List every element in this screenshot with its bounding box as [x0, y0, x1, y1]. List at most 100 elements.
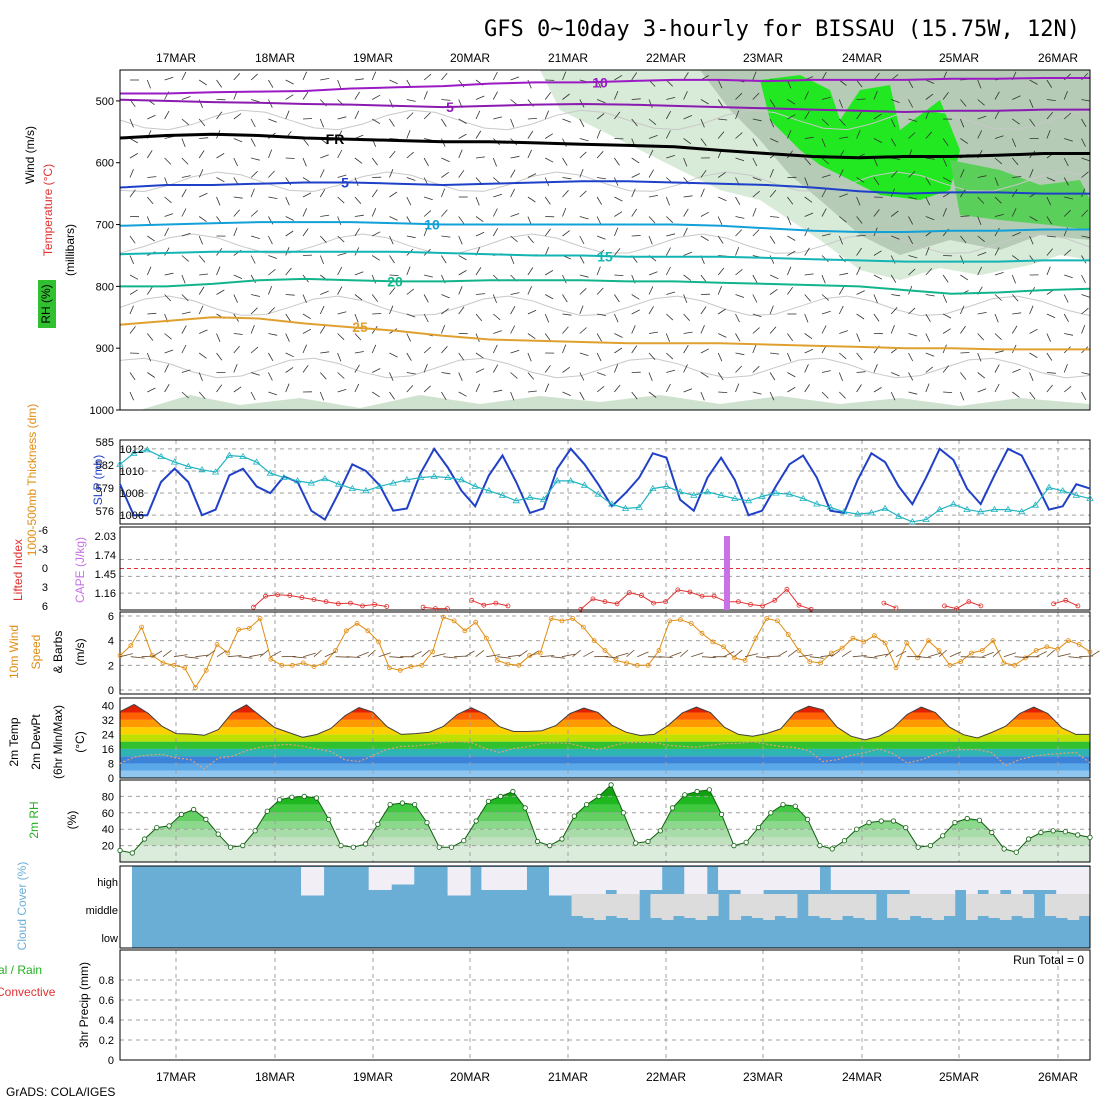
wind-barb	[579, 327, 587, 334]
wind-barb	[683, 227, 688, 237]
cloud-high-cell	[909, 867, 922, 896]
wind-barb	[700, 169, 707, 178]
wind-barb	[579, 391, 585, 401]
wind-barb	[198, 99, 203, 108]
wind-barb	[510, 169, 516, 178]
wind-barb	[717, 79, 723, 89]
temp-band	[120, 719, 1090, 728]
cloud-middle-cell	[808, 894, 821, 916]
wind-barb	[562, 313, 572, 316]
cloud-middle-cell	[1011, 894, 1023, 916]
rh-band	[120, 796, 1090, 805]
wind-barb	[285, 157, 295, 159]
wind-barb	[285, 79, 294, 85]
wind-barb	[1063, 90, 1068, 100]
wind-barb	[389, 352, 398, 358]
wind-barb	[873, 177, 880, 186]
wind-barb	[216, 177, 225, 183]
wind-barb	[198, 150, 205, 159]
wind-barb-10m	[809, 656, 824, 659]
thickness-tick-label: 576	[96, 506, 114, 518]
wind-barb	[181, 274, 186, 284]
wind-barb	[648, 286, 654, 295]
rh-frame	[119, 779, 1091, 863]
li-marker	[978, 603, 984, 609]
wind-speed-marker	[160, 660, 166, 666]
wind-barb	[527, 333, 536, 340]
wind-barb	[544, 196, 551, 205]
wind-barb	[908, 268, 916, 276]
wind-barb	[1046, 99, 1056, 101]
wind-speed-marker	[257, 616, 263, 621]
wind-barb	[631, 309, 640, 315]
wind-barb	[354, 78, 364, 81]
wind-barb	[250, 235, 260, 239]
li-tick-label: -3	[38, 544, 48, 556]
wind-barb	[320, 78, 330, 81]
wind-barb	[562, 344, 567, 354]
wind-barb	[562, 230, 570, 237]
wind-barb	[268, 216, 274, 225]
cloud-high-cell	[402, 867, 415, 885]
wind-barb-10m	[497, 656, 511, 659]
isotherm-line	[120, 77, 1090, 95]
wind-barb	[614, 91, 619, 100]
rh-isoline	[119, 171, 1091, 193]
rh-shading-bright	[760, 75, 960, 200]
wind-barb	[181, 189, 187, 198]
wind-barb	[1081, 307, 1089, 315]
wind-barb	[717, 308, 726, 315]
isotherm-line	[119, 180, 1090, 195]
wind-speed-marker	[678, 617, 683, 623]
wind-barb	[337, 252, 347, 256]
wind-barb	[354, 333, 362, 341]
rh-tick-label: 40	[102, 824, 114, 836]
cloud-high-cell	[763, 867, 775, 890]
page-title: GFS 0~10day 3-hourly for BISSAU (15.75W,…	[484, 17, 1080, 42]
cloud-high-cell	[1033, 867, 1046, 890]
date-label-bottom: 26MAR	[1038, 1070, 1078, 1084]
wind-speed-marker	[742, 658, 748, 663]
wind-speed-marker	[322, 660, 328, 666]
wind-barb	[302, 192, 312, 198]
cloud-middle-cell	[729, 894, 742, 920]
wind-axis-label-2: Speed	[29, 635, 43, 670]
wind-speed-marker	[591, 638, 597, 644]
li-line	[471, 599, 509, 607]
wind-barb	[406, 151, 414, 159]
wind-barb	[614, 111, 621, 120]
rh-shading-low	[140, 395, 1090, 410]
wind-barb	[683, 294, 688, 304]
date-label-bottom: 18MAR	[255, 1070, 295, 1084]
wind-barb	[458, 149, 463, 159]
wind-barb	[648, 99, 653, 109]
wind-barb	[319, 391, 324, 401]
wind-barb	[319, 325, 326, 334]
wind-barb	[856, 79, 863, 88]
wind-speed-marker	[581, 624, 586, 630]
wind-barb	[717, 131, 725, 139]
wind-barb	[769, 169, 774, 178]
wind-barb	[994, 364, 1000, 373]
wind-barb	[873, 274, 883, 280]
rh-marker	[166, 823, 172, 829]
cloud-high-cell	[751, 867, 764, 896]
wind-barb	[406, 177, 416, 181]
wind-barb-10m	[615, 652, 629, 658]
wind-barb	[597, 177, 607, 180]
wind-barb	[354, 214, 364, 217]
wind-barb	[770, 352, 780, 355]
wind-barb	[319, 255, 324, 265]
wind-barb	[337, 174, 347, 178]
cape-tick-label: 2.03	[95, 531, 116, 543]
wind-barb	[769, 305, 774, 315]
cloud-middle-cell	[898, 894, 911, 920]
rh-marker	[203, 816, 209, 823]
wind-speed-marker	[915, 655, 920, 661]
wind-barb	[665, 247, 671, 256]
wind-barb	[1029, 352, 1038, 358]
wind-barb	[492, 91, 498, 100]
wind-barb	[977, 352, 982, 362]
wind-barb	[285, 196, 290, 206]
wind-barb-10m	[1089, 650, 1100, 658]
